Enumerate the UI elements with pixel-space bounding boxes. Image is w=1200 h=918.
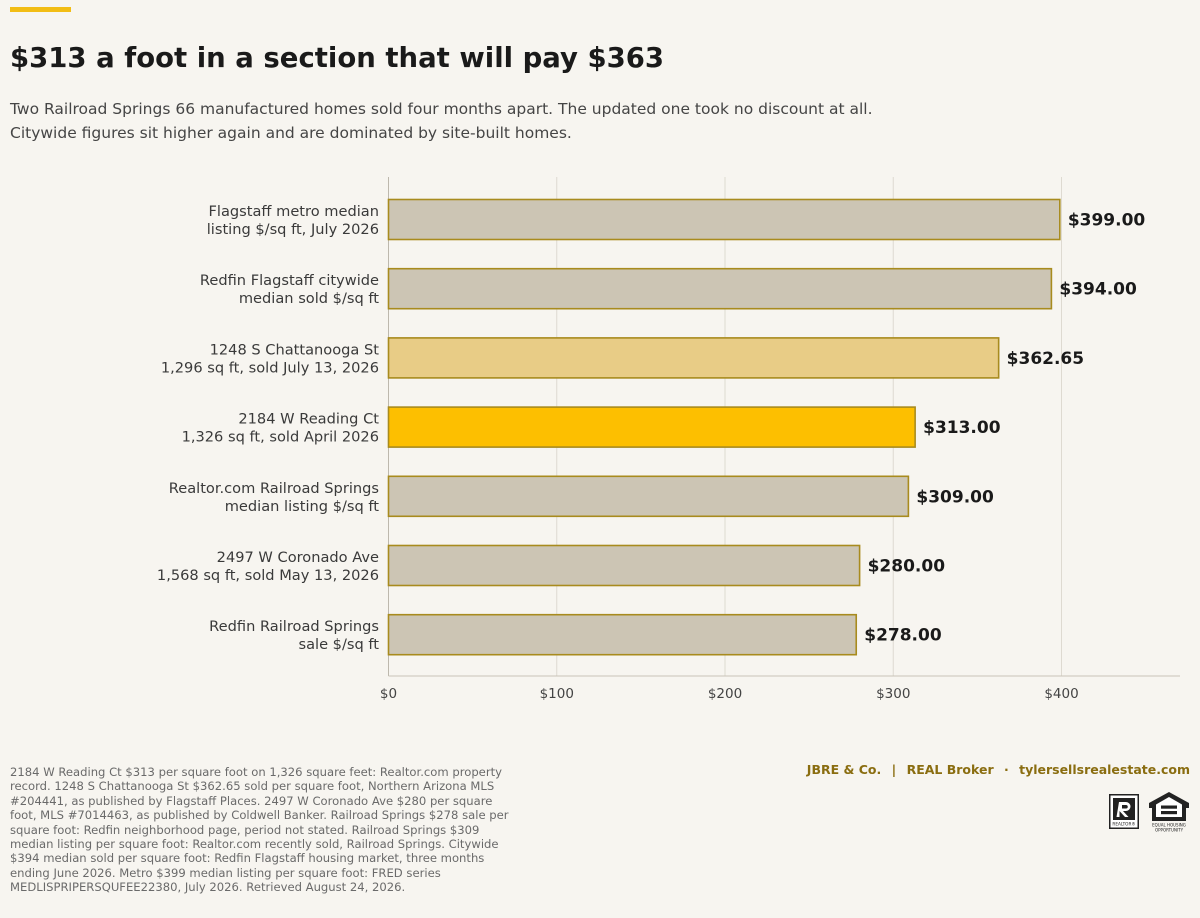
chart-title: $313 a foot in a section that will pay $… bbox=[10, 42, 665, 74]
x-tick-label: $100 bbox=[540, 686, 574, 702]
x-tick-label: $0 bbox=[380, 686, 397, 702]
x-axis-ticks: $0 $100 $200 $300 $400 bbox=[380, 686, 1079, 702]
bar bbox=[387, 544, 861, 587]
bar bbox=[387, 267, 1053, 310]
credit-dot: · bbox=[1003, 762, 1009, 777]
bar bbox=[387, 406, 916, 448]
bar bbox=[387, 198, 1061, 241]
equal-housing-logo-icon: EQUAL HOUSING OPPORTUNITY bbox=[1149, 792, 1189, 833]
category-label: Realtor.com Railroad Springs bbox=[169, 480, 379, 497]
category-label: Redfin Railroad Springs bbox=[209, 618, 379, 635]
website-link[interactable]: tylersellsrealestate.com bbox=[1019, 762, 1190, 777]
value-labels: $399.00 $394.00 $362.65 $313.00 $309.00 $280.… bbox=[864, 211, 1145, 646]
credit-separator: | bbox=[891, 762, 897, 777]
eho-logo-text-1: EQUAL HOUSING bbox=[1152, 823, 1186, 828]
category-label: median sold $/sq ft bbox=[239, 290, 379, 307]
source-note: 2184 W Reading Ct $313 per square foot o… bbox=[10, 765, 509, 895]
credit-line: JBRE & Co. | REAL Broker · tylersellsrea… bbox=[807, 762, 1190, 777]
bar-value-label: $313.00 bbox=[923, 418, 1001, 438]
category-label: median listing $/sq ft bbox=[225, 498, 380, 515]
chart-subtitle-line-1: Two Railroad Springs 66 manufactured hom… bbox=[10, 100, 873, 118]
bar-value-label: $394.00 bbox=[1059, 280, 1137, 300]
x-tick-label: $200 bbox=[708, 686, 742, 702]
bar-value-label: $278.00 bbox=[864, 626, 942, 646]
bar-value-label: $362.65 bbox=[1007, 349, 1084, 369]
category-label: 1,296 sq ft, sold July 13, 2026 bbox=[161, 359, 379, 376]
x-tick-label: $300 bbox=[876, 686, 910, 702]
realtor-logo-icon: REALTOR® bbox=[1109, 794, 1139, 829]
brokerage-name: JBRE & Co. bbox=[806, 762, 882, 777]
broker-name: REAL Broker bbox=[906, 762, 994, 777]
accent-bar bbox=[10, 7, 71, 12]
category-label: 2184 W Reading Ct bbox=[238, 411, 379, 428]
category-label: 1,326 sq ft, sold April 2026 bbox=[182, 429, 379, 446]
bar bbox=[387, 475, 910, 518]
bars bbox=[387, 198, 1061, 656]
category-label: Redfin Flagstaff citywide bbox=[200, 272, 379, 289]
x-tick-label: $400 bbox=[1044, 686, 1078, 702]
category-label: 1,568 sq ft, sold May 13, 2026 bbox=[157, 567, 379, 584]
bar bbox=[387, 613, 858, 656]
realtor-logo-text: REALTOR® bbox=[1112, 822, 1135, 827]
category-label: 1248 S Chattanooga St bbox=[210, 341, 380, 358]
category-label: Flagstaff metro median bbox=[209, 203, 380, 220]
bar-value-label: $399.00 bbox=[1068, 211, 1146, 231]
eho-logo-text-2: OPPORTUNITY bbox=[1155, 828, 1184, 833]
bar-value-label: $309.00 bbox=[916, 487, 994, 507]
chart-subtitle-line-2: Citywide figures sit higher again and ar… bbox=[10, 124, 572, 142]
category-label: listing $/sq ft, July 2026 bbox=[207, 221, 379, 238]
bar-value-label: $280.00 bbox=[868, 557, 946, 577]
bar bbox=[387, 337, 1000, 379]
category-label: 2497 W Coronado Ave bbox=[217, 549, 379, 566]
category-label: sale $/sq ft bbox=[298, 636, 379, 653]
